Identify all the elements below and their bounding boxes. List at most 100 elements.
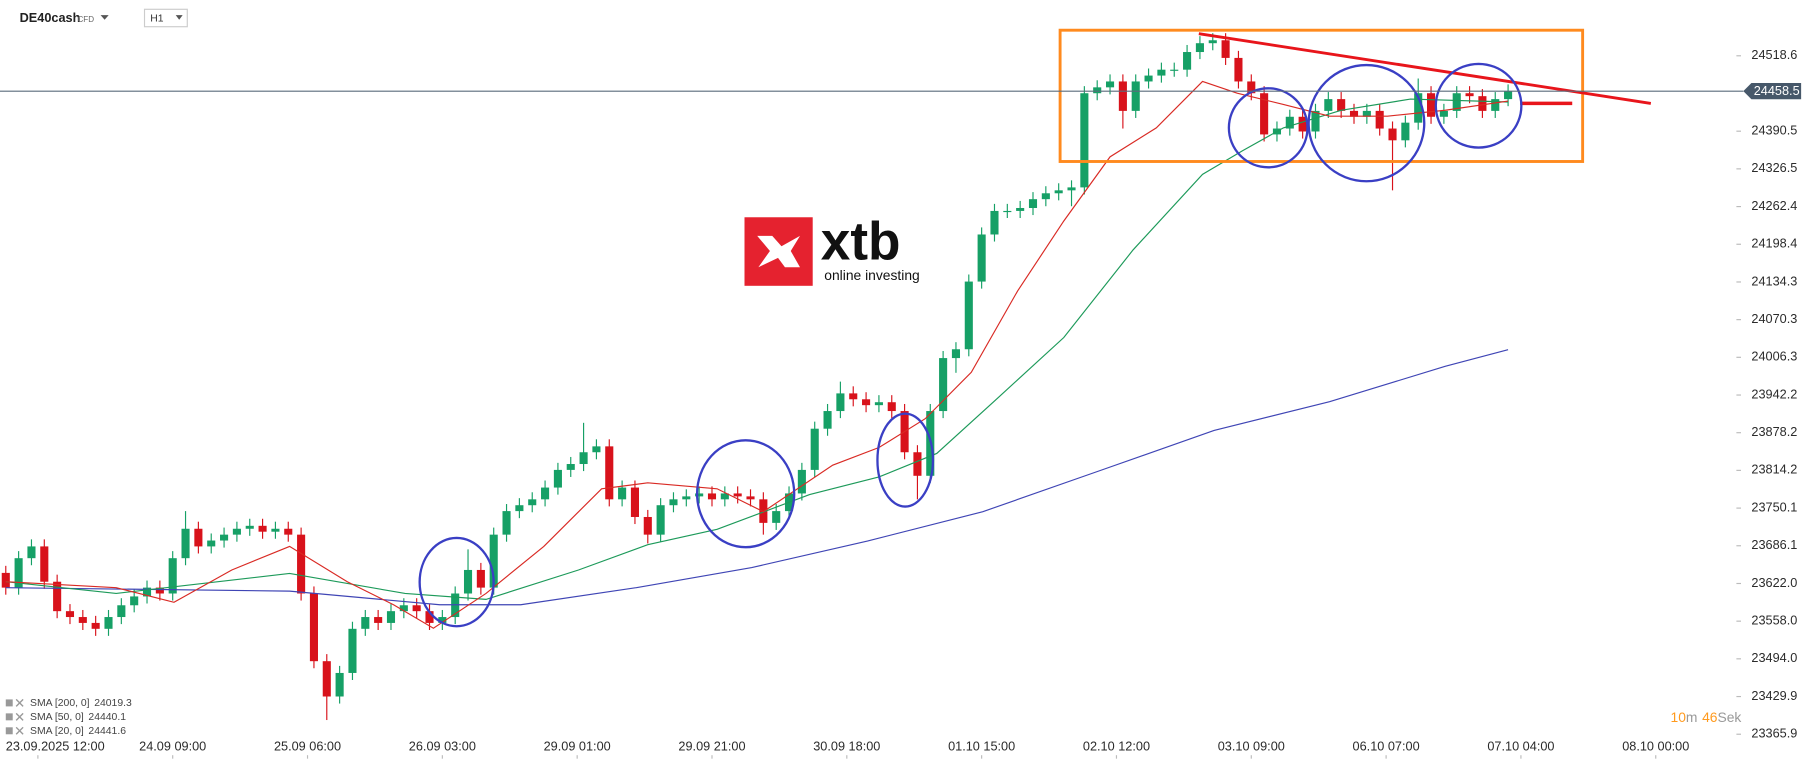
candle-body: [1183, 52, 1192, 70]
candle-body: [1298, 116, 1307, 132]
candle-body: [1093, 87, 1102, 94]
candle-body: [1427, 93, 1436, 117]
y-tick-label: 24006.3: [1751, 349, 1797, 364]
candle-body: [1221, 40, 1230, 58]
timeframe-dropdown[interactable]: [175, 15, 183, 20]
candle-body: [913, 452, 922, 476]
candle-body: [695, 493, 704, 497]
candle-body: [168, 558, 177, 594]
candle-body: [425, 611, 434, 623]
candle-body: [1375, 110, 1384, 129]
candle-body: [1105, 81, 1115, 88]
candle-body: [78, 617, 87, 623]
candle-body: [53, 581, 62, 612]
candle-body: [579, 452, 588, 465]
x-tick-label: 23.09.2025 12:00: [6, 738, 105, 753]
candle-body: [977, 234, 986, 282]
candle-body: [849, 393, 858, 400]
candle-body: [1349, 110, 1359, 117]
candle-body: [232, 528, 241, 535]
candle-body: [1067, 187, 1076, 191]
candle-body: [1452, 93, 1461, 111]
y-tick-label: 23429.9: [1751, 688, 1797, 703]
candle-body: [181, 528, 190, 559]
y-tick-label: 24390.5: [1751, 123, 1797, 138]
y-tick-label: 23558.0: [1751, 612, 1797, 627]
highlight-circle: [1227, 87, 1309, 169]
candle-body: [348, 628, 357, 673]
candle-body: [322, 661, 331, 697]
candle-body: [130, 596, 139, 606]
candle-body: [40, 546, 49, 582]
countdown-minutes: 10: [1670, 709, 1686, 725]
candle-body: [990, 210, 999, 235]
legend-entry: SMA [50, 0] 24440.1: [30, 712, 126, 723]
candle-body: [476, 569, 485, 588]
candle-body: [1504, 91, 1513, 100]
candle-body: [502, 511, 511, 535]
legend-name: SMA [200, 0]: [30, 698, 90, 709]
candle-body: [630, 487, 639, 517]
logo-tagline: online investing: [824, 267, 920, 283]
legend-entry: SMA [200, 0] 24019.3: [30, 698, 132, 709]
candle-body: [605, 446, 614, 500]
logo-x: [757, 235, 800, 268]
sma-line: [5, 349, 1509, 606]
candle-body: [271, 528, 280, 532]
candle-body: [1362, 110, 1371, 117]
candle-body: [964, 281, 973, 350]
candle-body: [207, 540, 216, 547]
candle-body: [541, 487, 550, 500]
candle-body: [1016, 207, 1025, 211]
x-tick-label: 07.10 04:00: [1487, 738, 1554, 753]
candle-body: [862, 399, 871, 406]
sma-line: [5, 80, 1509, 629]
candle-body: [1208, 40, 1217, 44]
x-tick-label: 29.09 01:00: [544, 738, 611, 753]
logo: xtb online investing: [744, 212, 920, 286]
y-tick-label: 23365.9: [1751, 726, 1797, 741]
annotations: [418, 28, 1652, 628]
timeframe: H1: [150, 13, 163, 24]
countdown-unit: Sek: [1717, 709, 1741, 725]
last-price-label: 24458.5: [1754, 83, 1800, 98]
candle-body: [155, 587, 164, 594]
legend-value: 24440.1: [88, 712, 126, 723]
plot: 24518.6 24390.5 24326.5 24262.4 24198.4 24134…: [1, 33, 1797, 759]
x-tick-label: 30.09 18:00: [813, 738, 880, 753]
symbol: DE40cash: [20, 10, 81, 25]
y-tick-label: 23942.2: [1751, 386, 1797, 401]
candle-body: [669, 499, 678, 506]
candle-body: [1195, 43, 1204, 53]
highlight-circle: [418, 536, 495, 628]
y-tick-label: 24326.5: [1751, 160, 1797, 175]
x-tick-label: 02.10 12:00: [1083, 738, 1150, 753]
candle-body: [14, 558, 23, 588]
x-tick-label: 01.10 15:00: [948, 738, 1015, 753]
y-tick-label: 23494.0: [1751, 650, 1797, 665]
candle-body: [887, 402, 896, 412]
timeframe-box[interactable]: [143, 8, 188, 28]
candle-body: [27, 546, 36, 559]
y-tick-label: 23814.2: [1751, 462, 1797, 477]
candle-body: [592, 446, 601, 453]
candle-body: [836, 393, 845, 412]
candle-body: [1028, 199, 1038, 208]
candle-body: [733, 493, 742, 497]
legend-close: [15, 726, 24, 735]
candle-body: [438, 617, 447, 623]
candle-body: [1491, 99, 1500, 111]
symbol-dropdown[interactable]: [100, 15, 109, 20]
candle-body: [91, 622, 100, 629]
candle-body: [874, 402, 883, 406]
trend-line: [1198, 32, 1652, 105]
legend-icon: [5, 727, 13, 735]
candle-body: [515, 505, 524, 512]
candle-body: [297, 534, 306, 594]
legend-name: SMA [50, 0]: [30, 712, 84, 723]
candle-body: [643, 516, 652, 535]
legend-value: 24441.6: [88, 726, 126, 737]
candle-body: [1414, 93, 1423, 123]
